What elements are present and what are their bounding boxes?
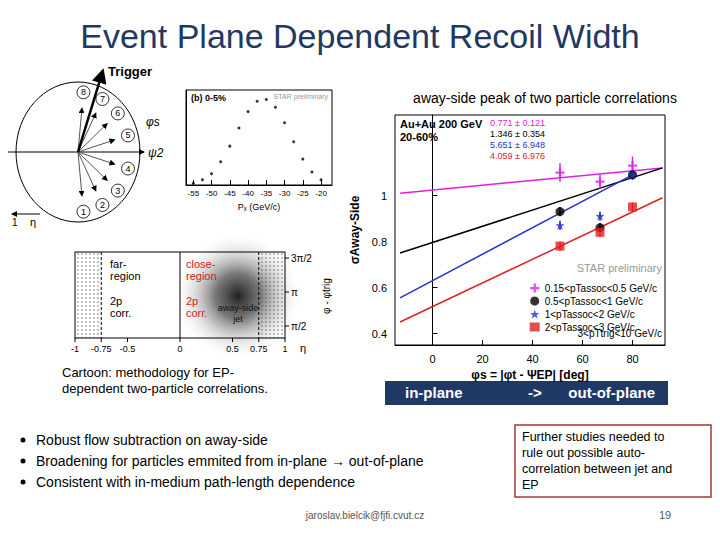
svg-text:far-: far- (110, 258, 127, 270)
svg-text:4: 4 (125, 164, 130, 174)
svg-text:40: 40 (526, 353, 538, 365)
svg-text:0.5: 0.5 (226, 344, 239, 354)
svg-text:σAway-Side: σAway-Side (348, 195, 362, 264)
svg-text:jet: jet (232, 314, 243, 324)
svg-text:π: π (291, 287, 298, 298)
svg-text:3: 3 (115, 186, 120, 196)
svg-text:2p: 2p (186, 295, 198, 307)
svg-text:8: 8 (81, 87, 86, 97)
svg-text:2<pTassoc<3 GeV/c: 2<pTassoc<3 GeV/c (545, 322, 635, 333)
svg-text:0.5<pTassoc<1 GeV/c: 0.5<pTassoc<1 GeV/c (545, 296, 643, 307)
svg-text:->: -> (528, 384, 542, 401)
svg-text:5: 5 (125, 130, 130, 140)
svg-text:20-60%: 20-60% (400, 130, 438, 143)
svg-text:EP: EP (522, 478, 539, 492)
svg-text:-1: -1 (71, 344, 79, 354)
svg-text:Au+Au 200 GeV: Au+Au 200 GeV (400, 118, 483, 130)
svg-text:1.346 ± 0.354: 1.346 ± 0.354 (490, 129, 545, 139)
svg-text:0.771 ± 0.121: 0.771 ± 0.121 (490, 118, 545, 128)
svg-text:(b) 0-5%: (b) 0-5% (191, 93, 226, 103)
svg-text:close-: close- (186, 258, 216, 270)
svg-text:2: 2 (100, 200, 105, 210)
svg-text:φs: φs (146, 115, 160, 129)
svg-text:0.15<pTassoc<0.5 GeV/c: 0.15<pTassoc<0.5 GeV/c (545, 283, 657, 294)
svg-text:-0.75: -0.75 (91, 344, 112, 354)
svg-text:dependent two-particle correla: dependent two-particle correlations. (62, 381, 268, 396)
svg-text:0.8: 0.8 (372, 236, 387, 248)
svg-text:ψ2: ψ2 (148, 146, 164, 160)
svg-text:3<pTtrig<10 GeV/c: 3<pTtrig<10 GeV/c (577, 327, 662, 339)
svg-text:Consistent with in-medium path: Consistent with in-medium path-length de… (36, 474, 355, 490)
svg-text:0.75: 0.75 (250, 344, 268, 354)
svg-text:20: 20 (476, 353, 488, 365)
svg-text:-20: -20 (315, 189, 327, 198)
svg-text:STAR preliminary: STAR preliminary (274, 93, 329, 101)
svg-text:out-of-plane: out-of-plane (568, 384, 655, 401)
svg-text:0: 0 (429, 353, 435, 365)
svg-text:Further studies needed to: Further studies needed to (522, 430, 664, 444)
svg-text:19: 19 (659, 509, 671, 521)
svg-text:1: 1 (81, 207, 86, 217)
svg-text:1<pTassoc<2 GeV/c: 1<pTassoc<2 GeV/c (545, 309, 635, 320)
svg-text:Broadening for particles emmit: Broadening for particles emmited from in… (36, 453, 424, 469)
svg-text:60: 60 (576, 353, 588, 365)
svg-text:1: 1 (381, 190, 387, 202)
svg-text:π/2: π/2 (291, 321, 307, 332)
svg-text:6: 6 (115, 108, 120, 118)
svg-text:η: η (300, 342, 306, 354)
svg-text:rule out possible auto-: rule out possible auto- (522, 446, 645, 460)
svg-text:-35: -35 (261, 189, 273, 198)
svg-text:-30: -30 (279, 189, 291, 198)
svg-text:-40: -40 (242, 189, 254, 198)
svg-text:80: 80 (626, 353, 638, 365)
svg-text:in-plane: in-plane (405, 384, 463, 401)
svg-text:-55: -55 (188, 189, 200, 198)
svg-text:away-side peak of two particle: away-side peak of two particle correlati… (413, 90, 677, 106)
svg-text:correlation between jet and: correlation between jet and (522, 462, 672, 476)
svg-text:0.6: 0.6 (372, 282, 387, 294)
svg-text:Cartoon: methodology for EP-: Cartoon: methodology for EP- (62, 365, 234, 380)
svg-text:0: 0 (177, 344, 182, 354)
svg-text:7: 7 (100, 94, 105, 104)
svg-text:jaroslav.bielcik@fjfi.cvut.cz: jaroslav.bielcik@fjfi.cvut.cz (305, 510, 424, 521)
svg-text:1: 1 (12, 217, 18, 228)
svg-text:Robust flow subtraction on awa: Robust flow subtraction on away-side (36, 432, 268, 448)
svg-text:φs = |φt - ΨEP| [deg]: φs = |φt - ΨEP| [deg] (471, 368, 588, 382)
svg-text:Trigger: Trigger (108, 64, 152, 79)
svg-text:η: η (30, 216, 36, 228)
svg-text:region: region (110, 270, 141, 282)
svg-text:away-side: away-side (218, 303, 259, 313)
svg-text:STAR preliminary: STAR preliminary (577, 262, 663, 274)
svg-text:1: 1 (282, 344, 287, 354)
svg-text:0.4: 0.4 (372, 328, 387, 340)
svg-text:region: region (186, 270, 217, 282)
svg-text:φ - φtrig: φ - φtrig (321, 278, 332, 314)
svg-text:corr.: corr. (110, 307, 131, 319)
svg-text:Pₓ (GeV/c): Pₓ (GeV/c) (238, 202, 280, 212)
svg-text:Event Plane Dependent Recoil W: Event Plane Dependent Recoil Width (80, 17, 639, 55)
svg-text:4.059 ± 6.976: 4.059 ± 6.976 (490, 151, 545, 161)
svg-text:2p: 2p (110, 295, 122, 307)
svg-text:-0.5: -0.5 (120, 344, 136, 354)
svg-text:5.651 ± 6.948: 5.651 ± 6.948 (490, 140, 545, 150)
svg-text:-25: -25 (297, 189, 309, 198)
svg-text:corr.: corr. (186, 307, 207, 319)
svg-text:-45: -45 (224, 189, 236, 198)
svg-text:3π/2: 3π/2 (291, 253, 312, 264)
svg-text:-50: -50 (206, 189, 218, 198)
